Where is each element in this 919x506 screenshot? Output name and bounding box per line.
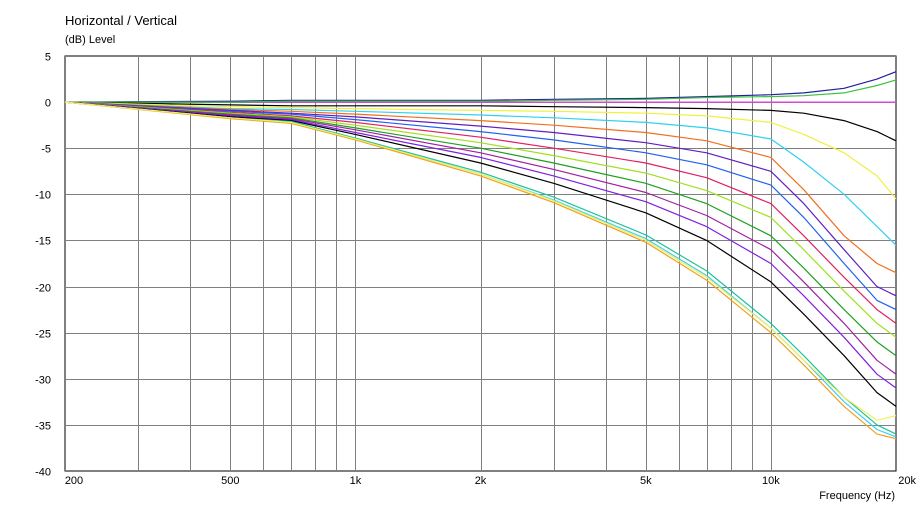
x-tick-label: 10k <box>762 475 780 487</box>
y-axis-label: (dB) Level <box>65 34 115 46</box>
series-line-1 <box>64 71 897 103</box>
series-line-11 <box>64 101 897 357</box>
x-tick-label: 1k <box>350 475 362 487</box>
x-tick-label: 2k <box>475 475 487 487</box>
series-line-6 <box>64 101 897 274</box>
plot-frame <box>64 55 897 472</box>
series-line-14 <box>64 101 897 407</box>
y-tick-label: -35 <box>35 421 51 433</box>
series-line-4 <box>64 101 897 200</box>
y-tick-label: -30 <box>35 375 51 387</box>
series-line-10 <box>64 101 897 338</box>
series-line-18 <box>64 101 897 421</box>
y-tick-label: 5 <box>45 52 51 64</box>
x-tick-label: 20k <box>898 475 916 487</box>
series-line-3 <box>64 101 897 142</box>
series-line-7 <box>64 101 897 297</box>
series-lines <box>64 71 897 440</box>
grid-lines <box>65 56 897 472</box>
y-tick-label: -20 <box>35 283 51 295</box>
series-line-5 <box>64 101 897 246</box>
x-tick-label: 500 <box>221 475 239 487</box>
y-tick-label: 0 <box>45 98 51 110</box>
series-line-13 <box>64 101 897 389</box>
y-tick-label: -10 <box>35 190 51 202</box>
y-tick-label: -25 <box>35 329 51 341</box>
x-tick-label: 200 <box>65 475 83 487</box>
series-line-12 <box>64 101 897 375</box>
series-line-9 <box>64 101 897 324</box>
y-tick-label: -40 <box>35 467 51 479</box>
x-axis-label: Frequency (Hz) <box>819 490 895 502</box>
y-tick-label: -15 <box>35 236 51 248</box>
y-tick-label: -5 <box>41 144 51 156</box>
series-line-17 <box>64 101 897 440</box>
tick-labels: 5 0 -5 -10 -15 -20 -25 -30 -35 -40 200 500 1k 2k 5k 10k… <box>35 52 916 488</box>
series-line-8 <box>64 101 897 311</box>
chart-title: Horizontal / Vertical <box>65 13 177 28</box>
x-tick-label: 5k <box>640 475 652 487</box>
series-line-2 <box>65 79 897 103</box>
